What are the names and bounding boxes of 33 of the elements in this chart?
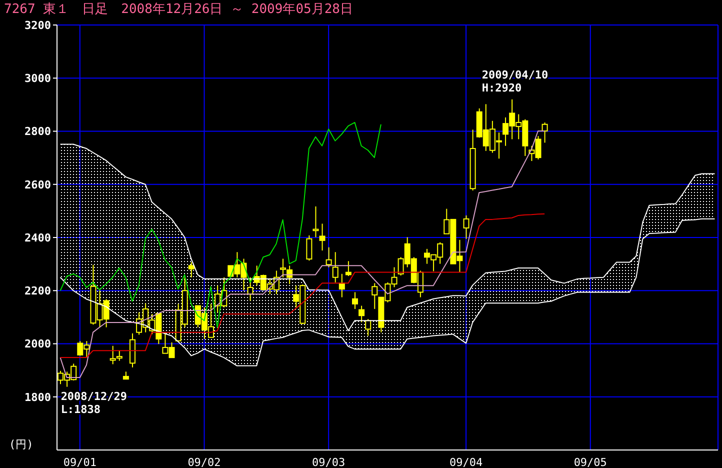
y-tick-label: 1800 — [24, 390, 51, 404]
candlestick — [372, 282, 378, 310]
y-tick-label: 2600 — [24, 178, 51, 192]
candlestick — [463, 214, 470, 240]
x-tick-label: 09/01 — [63, 456, 96, 468]
y-axis-title: (円) — [9, 438, 34, 451]
x-tick-label: 09/03 — [312, 456, 346, 468]
candlestick — [542, 122, 548, 144]
candlestick — [188, 262, 194, 278]
candlestick — [352, 292, 358, 310]
x-tick-label: 09/05 — [574, 456, 607, 468]
line-series — [60, 218, 716, 366]
y-tick-label: 2000 — [24, 338, 51, 351]
candlestick — [312, 206, 319, 238]
candlestick — [326, 246, 332, 268]
y-tick-label: 3200 — [24, 18, 51, 32]
candlestick — [345, 260, 352, 277]
line-series — [60, 144, 716, 332]
y-tick-label: 2200 — [24, 284, 51, 298]
candlestick — [365, 318, 372, 336]
x-tick-label: 09/04 — [449, 456, 483, 468]
candlestick — [358, 305, 365, 323]
y-tick-label: 2400 — [24, 231, 51, 244]
candlestick — [332, 252, 338, 283]
y-tick-label: 2800 — [24, 125, 51, 138]
chart-title: 7267 東１ 日足 2008年12月26日 ～ 2009年05月28日 — [3, 1, 354, 19]
candlestick — [129, 332, 136, 368]
y-tick-label: 3000 — [24, 72, 51, 86]
line-series — [60, 213, 546, 358]
candlestick — [319, 223, 326, 252]
candlestick — [306, 234, 312, 262]
x-tick-label: 09/02 — [188, 456, 221, 468]
candlestick — [338, 273, 345, 298]
